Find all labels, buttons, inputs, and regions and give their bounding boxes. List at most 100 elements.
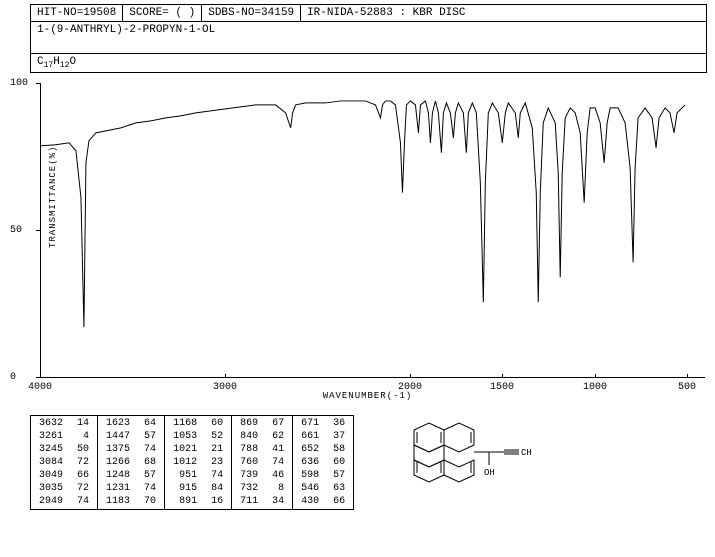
header-row: HIT-NO=19508 SCORE= ( ) SDBS-NO=34159 IR… [30,4,707,22]
y-tick-50: 50 [10,225,22,236]
table-row: 54663 [295,483,351,494]
peak-cell: 2949 [33,496,69,507]
peak-cell: 68 [138,457,162,468]
peak-cell: 63 [327,483,351,494]
table-row: 73946 [234,470,290,481]
peak-cell: 50 [71,444,95,455]
table-row: 43066 [295,496,351,507]
peak-cell: 1231 [100,483,136,494]
peak-cell: 1021 [167,444,203,455]
table-row: 105352 [167,431,229,442]
x-tick-mark [410,374,411,378]
ch-label: CH [521,448,532,458]
peak-cell: 671 [295,418,325,429]
peak-cell: 41 [266,444,290,455]
peak-cell: 711 [234,496,264,507]
x-tick-mark [225,374,226,378]
peak-cell: 546 [295,483,325,494]
peak-tables-container: 3632143261432455030847230496630357229497… [30,415,715,510]
peak-cell: 891 [167,496,203,507]
hit-no-cell: HIT-NO=19508 [31,5,123,21]
peak-cell: 74 [138,444,162,455]
peak-cell: 840 [234,431,264,442]
peak-cell: 46 [266,470,290,481]
table-row: 71134 [234,496,290,507]
peak-cell: 72 [71,457,95,468]
spectrum-line [41,101,685,327]
peak-cell: 60 [327,457,351,468]
table-row: 91584 [167,483,229,494]
peak-cell: 66 [327,496,351,507]
peak-cell: 74 [71,496,95,507]
table-row: 86967 [234,418,290,429]
peak-cell: 661 [295,431,325,442]
table-row: 78841 [234,444,290,455]
peak-cell: 1447 [100,431,136,442]
x-tick-mark [595,374,596,378]
peak-cell: 60 [205,418,229,429]
y-tick-0: 0 [10,372,16,383]
formula-h: 12 [60,61,70,70]
peak-cell: 37 [327,431,351,442]
formula-c: 17 [44,61,54,70]
peak-cell: 1248 [100,470,136,481]
x-tick-mark [687,374,688,378]
peak-cell: 430 [295,496,325,507]
table-row: 59857 [295,470,351,481]
peak-cell: 23 [205,457,229,468]
y-tick-100: 100 [10,78,28,89]
peak-cell: 52 [205,431,229,442]
table-row: 324550 [33,444,95,455]
oh-label: OH [484,468,495,478]
molecule-svg: OH CH [394,415,534,505]
peak-cell: 57 [138,470,162,481]
peak-cell: 14 [71,418,95,429]
peak-cell: 84 [205,483,229,494]
molecule-structure: OH CH [394,415,544,510]
peak-cell: 915 [167,483,203,494]
peak-cell: 21 [205,444,229,455]
table-row: 363214 [33,418,95,429]
table-row: 137574 [100,444,162,455]
peak-cell: 732 [234,483,264,494]
x-tick-mark [502,374,503,378]
peak-cell: 16 [205,496,229,507]
plot-area [40,83,705,378]
table-row: 126668 [100,457,162,468]
peak-cell: 760 [234,457,264,468]
table-row: 102121 [167,444,229,455]
x-tick-1500: 1500 [490,382,514,393]
peak-cell: 72 [71,483,95,494]
peak-cell: 3245 [33,444,69,455]
peak-cell: 36 [327,418,351,429]
spectrum-chart: TRANSMITTANCE(%) 100 50 0 4000 3000 2000… [30,83,705,403]
table-row: 116860 [167,418,229,429]
peak-cell: 598 [295,470,325,481]
peak-cell: 652 [295,444,325,455]
x-tick-3000: 3000 [213,382,237,393]
x-tick-1000: 1000 [583,382,607,393]
peak-cell: 1168 [167,418,203,429]
peak-cell: 64 [138,418,162,429]
peak-cell: 3035 [33,483,69,494]
x-tick-4000: 4000 [28,382,52,393]
peak-cell: 636 [295,457,325,468]
x-tick-mark [40,374,41,378]
table-row: 123174 [100,483,162,494]
table-row: 162364 [100,418,162,429]
peak-cell: 58 [327,444,351,455]
peak-cell: 739 [234,470,264,481]
peak-cell: 1623 [100,418,136,429]
peak-table: 67136661376525863660598575466343066 [292,415,354,510]
peak-cell: 951 [167,470,203,481]
table-row: 65258 [295,444,351,455]
peak-cell: 62 [266,431,290,442]
peak-cell: 66 [71,470,95,481]
table-row: 89116 [167,496,229,507]
peak-cell: 67 [266,418,290,429]
compound-name: 1-(9-ANTHRYL)-2-PROPYN-1-OL [37,24,215,36]
peak-table: 3632143261432455030847230496630357229497… [30,415,97,510]
table-row: 303572 [33,483,95,494]
peak-cell: 1012 [167,457,203,468]
table-row: 7328 [234,483,290,494]
